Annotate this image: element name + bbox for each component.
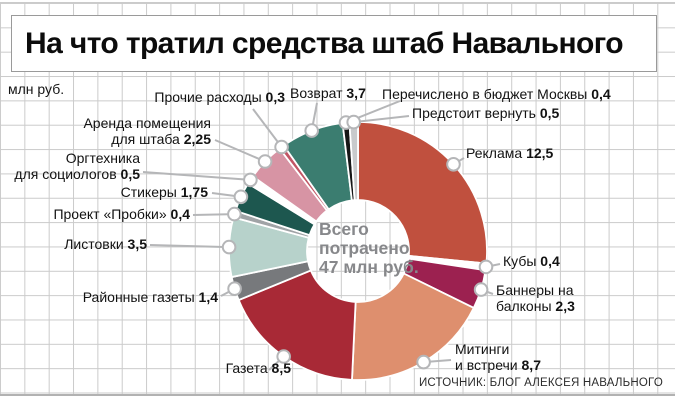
source-credit: ИСТОЧНИК: БЛОГ АЛЕКСЕЯ НАВАЛЬНОГО — [418, 377, 663, 389]
segment-name: балконы — [496, 297, 552, 314]
segment-name: Реклама — [466, 145, 523, 161]
segment-name: и встречи — [455, 356, 518, 373]
leader-line-arenda-pomeshcheniya — [214, 139, 266, 163]
label-proekt-probki: Проект «Пробки» 0,4 — [18, 206, 190, 223]
units-label: млн руб. — [8, 81, 65, 97]
label-vozvrat: Возврат 3,7 — [290, 85, 366, 102]
title-box: На что тратил средства штаб Навального — [11, 15, 657, 72]
segment-value: 0,3 — [265, 89, 285, 105]
label-reklama: Реклама 12,5 — [466, 145, 554, 162]
wedge-gazeta — [237, 269, 357, 381]
leader-dot-orgtehnika — [243, 172, 258, 188]
leader-dot-arenda-pomeshcheniya — [257, 154, 273, 169]
leader-dot-reklama — [446, 157, 461, 172]
leader-dot-stikery — [233, 189, 249, 205]
page-title: На что тратил средства штаб Навального — [25, 26, 624, 60]
wedge-mitingi-i-vstrechi — [351, 272, 475, 381]
label-prochie-rashody: Прочие расходы 0,3 — [125, 89, 285, 106]
segment-value: 3,5 — [127, 236, 147, 252]
center-total-line3: 47 млн руб. — [319, 257, 419, 277]
segment-value: 0,4 — [170, 206, 190, 222]
leader-dot-proekt-probki — [227, 206, 242, 222]
leader-line-listovki — [149, 244, 230, 249]
segment-value: 0,5 — [120, 165, 140, 182]
segment-value: 2,25 — [183, 130, 211, 147]
segment-name: Районные газеты — [82, 289, 195, 305]
center-total-line2: потрачено — [319, 238, 410, 258]
segment-name: Прочие расходы — [154, 89, 262, 105]
segment-name: Баннеры на — [496, 282, 574, 298]
segment-name: Кубы — [503, 253, 537, 269]
label-mitingi-i-vstrechi: Митинги и встречи 8,7 — [455, 341, 541, 373]
leader-dot-bannery-na-balkony — [473, 282, 489, 297]
segment-name: Проект «Пробки» — [53, 206, 167, 222]
leader-line-predstoit-vernut — [353, 115, 410, 124]
label-perechisleno-v-byudzhet-moskvy: Перечислено в бюджет Москвы 0,4 — [382, 86, 611, 103]
segment-name: Оргтехника — [65, 150, 140, 166]
leader-dot-kuby — [478, 259, 494, 275]
label-bannery-na-balkony: Баннеры на балконы 2,3 — [496, 282, 575, 314]
segment-name: для социологов — [14, 165, 117, 182]
segment-value: 1,4 — [198, 289, 218, 305]
segment-value: 1,75 — [180, 184, 208, 200]
segment-name: Стикеры — [120, 184, 177, 200]
label-kuby: Кубы 0,4 — [503, 253, 560, 270]
segment-name: Газета — [225, 360, 268, 376]
segment-name: Листовки — [64, 236, 124, 252]
segment-value: 3,7 — [346, 85, 366, 101]
wedge-reklama — [357, 121, 488, 265]
leader-dot-listovki — [221, 239, 237, 255]
label-arenda-pomeshcheniya: Аренда помещения для штаба 2,25 — [30, 115, 211, 147]
leader-dot-rayonnye-gazety — [227, 281, 242, 297]
segment-value: 8,7 — [521, 356, 541, 373]
segment-value: 2,3 — [555, 297, 575, 314]
label-gazeta: Газета 8,5 — [160, 360, 291, 377]
leader-dot-mitingi-i-vstrechi — [416, 354, 431, 370]
segment-value: 12,5 — [526, 145, 554, 161]
leader-line-orgtehnika — [142, 171, 251, 181]
leader-dot-prochie-rashody — [274, 139, 289, 155]
label-listovki: Листовки 3,5 — [30, 236, 147, 253]
label-orgtehnika: Оргтехника для социологов 0,5 — [0, 150, 140, 182]
segment-value: 0,4 — [540, 253, 560, 269]
leader-dot-predstoit-vernut — [346, 114, 362, 130]
segment-name: Предстоит вернуть — [412, 105, 536, 121]
label-rayonnye-gazety: Районные газеты 1,4 — [40, 289, 218, 306]
leader-dot-gazeta — [276, 349, 292, 364]
segment-value: 0,5 — [539, 105, 560, 121]
segment-name: Аренда помещения — [83, 115, 211, 131]
leader-line-prochie-rashody — [252, 108, 283, 148]
segment-name: для штаба — [111, 130, 180, 147]
chart-center-total: Всего потрачено 47 млн руб. — [319, 220, 419, 277]
segment-name: Перечислено в бюджет Москвы — [382, 86, 588, 102]
segment-name: Митинги — [455, 341, 510, 357]
segment-value: 0,4 — [591, 86, 611, 102]
segment-value: 8,5 — [271, 360, 291, 376]
center-total-line1: Всего — [319, 219, 369, 239]
leader-dot-vozvrat — [304, 123, 320, 138]
segment-name: Возврат — [290, 85, 343, 101]
label-predstoit-vernut: Предстоит вернуть 0,5 — [412, 105, 560, 122]
label-stikery: Стикеры 1,75 — [60, 184, 208, 201]
